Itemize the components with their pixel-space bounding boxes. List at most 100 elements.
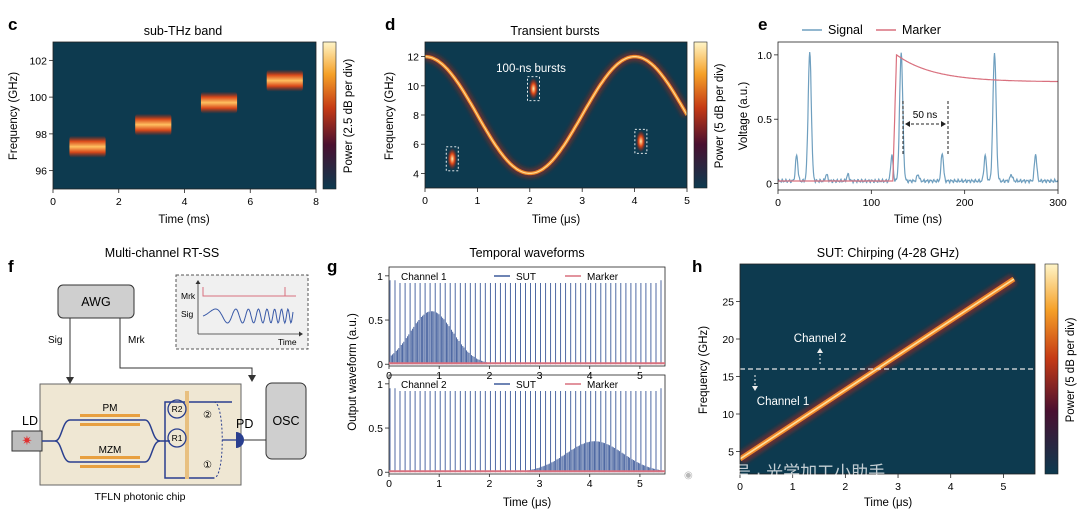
inset-sig-label: Sig: [181, 309, 194, 319]
panel-e-marker-line: [778, 53, 1058, 182]
panel-h-ytick-label: 15: [722, 372, 734, 384]
panel-c-xtick-label: 8: [313, 196, 319, 208]
panel-g-legend-marker-1: Marker: [587, 272, 619, 283]
panel-h-xtick-label: 0: [737, 481, 743, 493]
panel-e-xtick-label: 200: [956, 197, 974, 209]
panel-g-xtick-label: 0: [386, 478, 392, 490]
panel-c-ytick-label: 98: [35, 129, 47, 141]
panel-c-colorbar: [322, 41, 337, 190]
panel-d-title: Transient bursts: [510, 24, 599, 38]
panel-e-ytick-label: 1.0: [757, 50, 772, 62]
pd-label: PD: [236, 417, 253, 431]
panel-g-xlabel: Time (μs): [503, 497, 552, 509]
panel-g-ytick-label: 1: [377, 379, 383, 391]
panel-d-xlabel: Time (μs): [532, 214, 581, 226]
panel-c-xtick-label: 0: [50, 196, 56, 208]
panel-d-annotation: 100-ns bursts: [496, 63, 566, 75]
panel-c-xtick-label: 6: [247, 196, 253, 208]
panel-h-colorbar: [1044, 263, 1059, 475]
awg-label: AWG: [81, 295, 110, 309]
panel-e-ytick-label: 0.5: [757, 114, 772, 126]
inset-mrk-trace: [202, 287, 296, 297]
panel-d-xtick-label: 2: [527, 195, 533, 207]
panel-e: e Signal Marker 50 ns 0 100 200 30000.51.0 …: [738, 15, 1067, 226]
panel-c-step: [200, 91, 238, 114]
panel-g-ylabel: Output waveform (a.u.): [347, 313, 359, 431]
panel-h-ytick-label: 25: [722, 297, 734, 309]
panel-h-ytick-label: 5: [728, 447, 734, 459]
panel-g-ytick-label: 0.5: [368, 315, 383, 327]
panel-d-plot-area: [425, 42, 687, 188]
panel-e-ylabel: Voltage (a.u.): [738, 82, 750, 151]
panel-e-ytick-label: 0: [766, 179, 772, 191]
port-2-label: ②: [203, 410, 212, 421]
panel-e-xtick-label: 100: [863, 197, 881, 209]
laser-icon: ✷: [22, 433, 33, 448]
panel-c-step: [69, 135, 106, 158]
osc-box: [265, 382, 307, 460]
panel-d-letter: d: [385, 15, 395, 34]
panel-d-ytick-label: 12: [407, 52, 419, 64]
panel-g-xtick-label: 4: [587, 478, 593, 490]
panel-g-xtick-label: 5: [637, 478, 643, 490]
panel-c-colorbar-label: Power (2.5 dB per div): [343, 59, 355, 174]
panel-h-xlabel: Time (μs): [864, 497, 913, 509]
panel-d-burst: [447, 147, 458, 170]
panel-h-ch2-label: Channel 2: [794, 333, 846, 345]
panel-h-xtick-label: 5: [1000, 481, 1006, 493]
panel-g-xtick-label: 3: [537, 370, 543, 382]
panel-d-bursts: [445, 76, 648, 172]
panel-h-ytick-label: 10: [722, 409, 734, 421]
panel-d-colorbar: [693, 41, 708, 189]
panel-f-letter: f: [8, 257, 14, 276]
panel-c-ylabel: Frequency (GHz): [8, 72, 20, 160]
inset-sig-trace: [202, 307, 294, 325]
osc-label: OSC: [272, 414, 299, 428]
port-1-label: ①: [203, 460, 212, 471]
panel-c-steps: [69, 69, 303, 158]
panel-c-step: [266, 69, 303, 92]
panel-d-xtick-label: 4: [632, 195, 638, 207]
panel-g-ch2-sut: [389, 388, 663, 473]
panel-g-xtick-label: 1: [436, 370, 442, 382]
panel-c-letter: c: [8, 15, 17, 34]
panel-d-xtick-label: 1: [474, 195, 480, 207]
panel-g-ytick-label: 1: [377, 271, 383, 283]
ring-r2: [167, 399, 187, 419]
panel-g-title: Temporal waveforms: [469, 246, 584, 260]
panel-e-signal-line: [778, 52, 1058, 185]
panel-g-xtick-label: 5: [637, 370, 643, 382]
panel-g-xtick-label: 3: [537, 478, 543, 490]
panel-g-xtick-label: 4: [587, 370, 593, 382]
panel-h-colorbar-label: Power (5 dB per div): [1065, 317, 1077, 422]
panel-d-ytick-label: 4: [413, 168, 419, 180]
panel-d-sweep-core: [425, 56, 687, 174]
panel-d-burst-box: [445, 146, 459, 172]
panel-e-xtick-label: 0: [775, 197, 781, 209]
panel-e-xtick-label: 300: [1049, 197, 1067, 209]
panel-d-ytick-label: 6: [413, 139, 419, 151]
panel-c-ytick-label: 100: [29, 92, 47, 104]
panel-e-legend-signal: Signal: [828, 23, 863, 37]
panel-g-ytick-label: 0.5: [368, 423, 383, 435]
sig-label: Sig: [48, 335, 62, 346]
chip-label: TFLN photonic chip: [94, 491, 185, 503]
pm-label: PM: [103, 403, 118, 414]
panel-g-ch2-label: Channel 2: [401, 380, 447, 391]
panel-c-plot-area: [53, 42, 316, 189]
panel-g-xtick-label: 2: [486, 478, 492, 490]
panel-c-ytick-label: 96: [35, 166, 47, 178]
watermark: 公众号 · 光学加工小助手: [700, 463, 885, 482]
panel-d-ytick-label: 10: [407, 81, 419, 93]
panel-g-ch1-label: Channel 1: [401, 272, 447, 283]
panel-d-xtick-label: 3: [579, 195, 585, 207]
r2-label: R2: [172, 404, 183, 414]
panel-g-xtick-label: 2: [486, 370, 492, 382]
panel-g: g Temporal waveforms Channel 1 SUT Marke…: [327, 246, 666, 509]
panel-d-xtick-label: 5: [684, 195, 690, 207]
panel-h-title: SUT: Chirping (4-28 GHz): [817, 246, 959, 260]
mzm-label: MZM: [99, 445, 122, 456]
panel-c-ytick-label: 102: [29, 55, 47, 67]
r1-label: R1: [172, 433, 183, 443]
